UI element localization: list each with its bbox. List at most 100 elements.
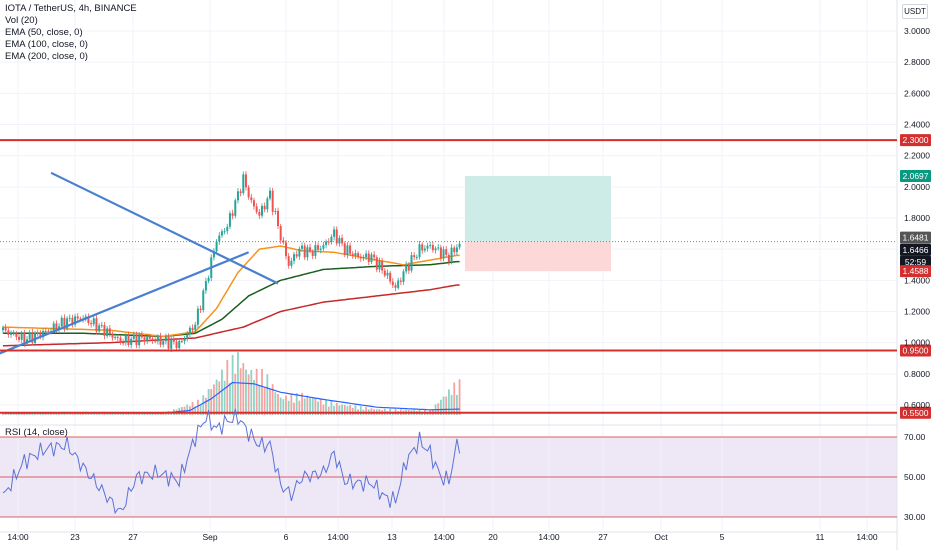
volume-bar-169 xyxy=(453,382,456,415)
candle-body-150 xyxy=(402,271,405,282)
volume-bar-167 xyxy=(447,389,450,415)
volume-bar-114 xyxy=(306,395,309,415)
candle-body-43 xyxy=(116,336,119,338)
candle-body-16 xyxy=(44,331,47,333)
candle-body-42 xyxy=(114,336,117,338)
volume-bar-44 xyxy=(119,413,122,415)
candle-body-96 xyxy=(258,211,261,216)
candle-body-99 xyxy=(266,198,269,210)
volume-bar-58 xyxy=(156,413,159,415)
candle-body-158 xyxy=(423,248,426,251)
candle-body-121 xyxy=(325,241,328,246)
candle-body-55 xyxy=(148,336,151,339)
volume-bar-46 xyxy=(124,413,127,415)
volume-bar-98 xyxy=(263,388,266,415)
volume-bar-80 xyxy=(215,379,218,415)
volume-bar-90 xyxy=(242,363,245,415)
volume-bar-24 xyxy=(66,414,68,415)
volume-bar-11 xyxy=(31,414,34,415)
time-tick-11: Oct xyxy=(654,532,668,542)
candle-body-17 xyxy=(47,331,50,333)
candle-body-133 xyxy=(357,253,360,257)
candle-body-21 xyxy=(58,326,61,330)
candle-body-77 xyxy=(207,277,210,282)
candle-body-19 xyxy=(52,323,55,331)
candle-body-65 xyxy=(175,341,178,349)
price-tick-0: 3.0000 xyxy=(904,26,930,36)
legend-ema50[interactable]: EMA (50, close, 0) xyxy=(5,27,83,38)
volume-bar-52 xyxy=(140,413,143,415)
candle-body-165 xyxy=(442,249,445,259)
candle-body-169 xyxy=(453,247,456,253)
volume-bar-130 xyxy=(349,404,351,415)
volume-bar-93 xyxy=(250,369,253,415)
candle-body-20 xyxy=(55,323,58,330)
candle-body-90 xyxy=(242,174,245,194)
candle-body-54 xyxy=(146,336,149,342)
volume-bar-18 xyxy=(50,413,52,415)
volume-bar-76 xyxy=(205,397,207,415)
volume-bar-17 xyxy=(47,413,50,415)
candle-body-36 xyxy=(98,325,101,332)
time-tick-12: 5 xyxy=(720,532,725,542)
level-badge-1 xyxy=(900,344,931,357)
candle-body-97 xyxy=(260,205,263,216)
legend-symbol[interactable]: IOTA / TetherUS, 4h, BINANCE xyxy=(5,3,137,14)
candle-body-3 xyxy=(10,333,13,335)
volume-bar-29 xyxy=(79,413,82,415)
time-tick-7: 14:00 xyxy=(433,532,455,542)
volume-bar-75 xyxy=(202,395,205,415)
volume-bar-115 xyxy=(309,397,311,415)
volume-bar-81 xyxy=(218,381,221,415)
rsi-legend[interactable]: RSI (14, close) xyxy=(5,427,68,438)
volume-bar-6 xyxy=(18,413,20,415)
volume-bar-36 xyxy=(98,413,101,415)
volume-bar-77 xyxy=(207,389,210,415)
volume-bar-22 xyxy=(60,414,63,415)
position-stop-zone xyxy=(464,241,611,272)
volume-bar-116 xyxy=(311,398,314,415)
candle-body-131 xyxy=(351,253,354,256)
candle-body-160 xyxy=(429,244,432,246)
volume-bar-14 xyxy=(39,413,42,415)
volume-bar-112 xyxy=(301,392,303,415)
target-badge-text: 2.0697 xyxy=(903,171,929,181)
volume-bar-49 xyxy=(132,413,135,415)
candle-body-51 xyxy=(138,334,141,346)
candle-body-34 xyxy=(92,318,95,325)
volume-bar-132 xyxy=(354,405,357,415)
volume-bar-1 xyxy=(4,413,7,415)
volume-bar-109 xyxy=(293,402,295,415)
volume-bar-123 xyxy=(330,401,333,415)
candle-body-26 xyxy=(71,317,74,325)
level-badge-0 xyxy=(900,134,931,147)
price-tick-8: 1.4000 xyxy=(904,275,930,285)
volume-bar-82 xyxy=(221,369,223,415)
candle-body-60 xyxy=(162,341,165,345)
volume-bar-57 xyxy=(154,413,157,415)
candle-body-59 xyxy=(159,336,162,345)
candle-body-79 xyxy=(212,251,215,258)
last-price-badge xyxy=(900,243,931,256)
candle-body-72 xyxy=(194,324,197,331)
volume-bar-61 xyxy=(164,413,167,415)
volume-bar-97 xyxy=(261,368,263,415)
legend-ema200[interactable]: EMA (200, close, 0) xyxy=(5,51,88,62)
level-badge-2 xyxy=(900,406,931,419)
legend-vol[interactable]: Vol (20) xyxy=(5,15,38,26)
rsi-line xyxy=(2,408,461,515)
candle-body-93 xyxy=(250,197,253,201)
legend-ema100[interactable]: EMA (100, close, 0) xyxy=(5,39,88,50)
candle-body-140 xyxy=(375,257,378,270)
volume-bar-5 xyxy=(15,413,18,415)
candle-body-168 xyxy=(450,247,453,263)
candle-body-67 xyxy=(180,340,183,342)
currency-badge[interactable]: USDT xyxy=(902,4,928,19)
candle-body-2 xyxy=(7,330,10,335)
candle-body-13 xyxy=(36,332,39,334)
candle-body-101 xyxy=(271,190,274,212)
candle-body-37 xyxy=(100,325,103,327)
volume-bar-164 xyxy=(439,399,442,415)
